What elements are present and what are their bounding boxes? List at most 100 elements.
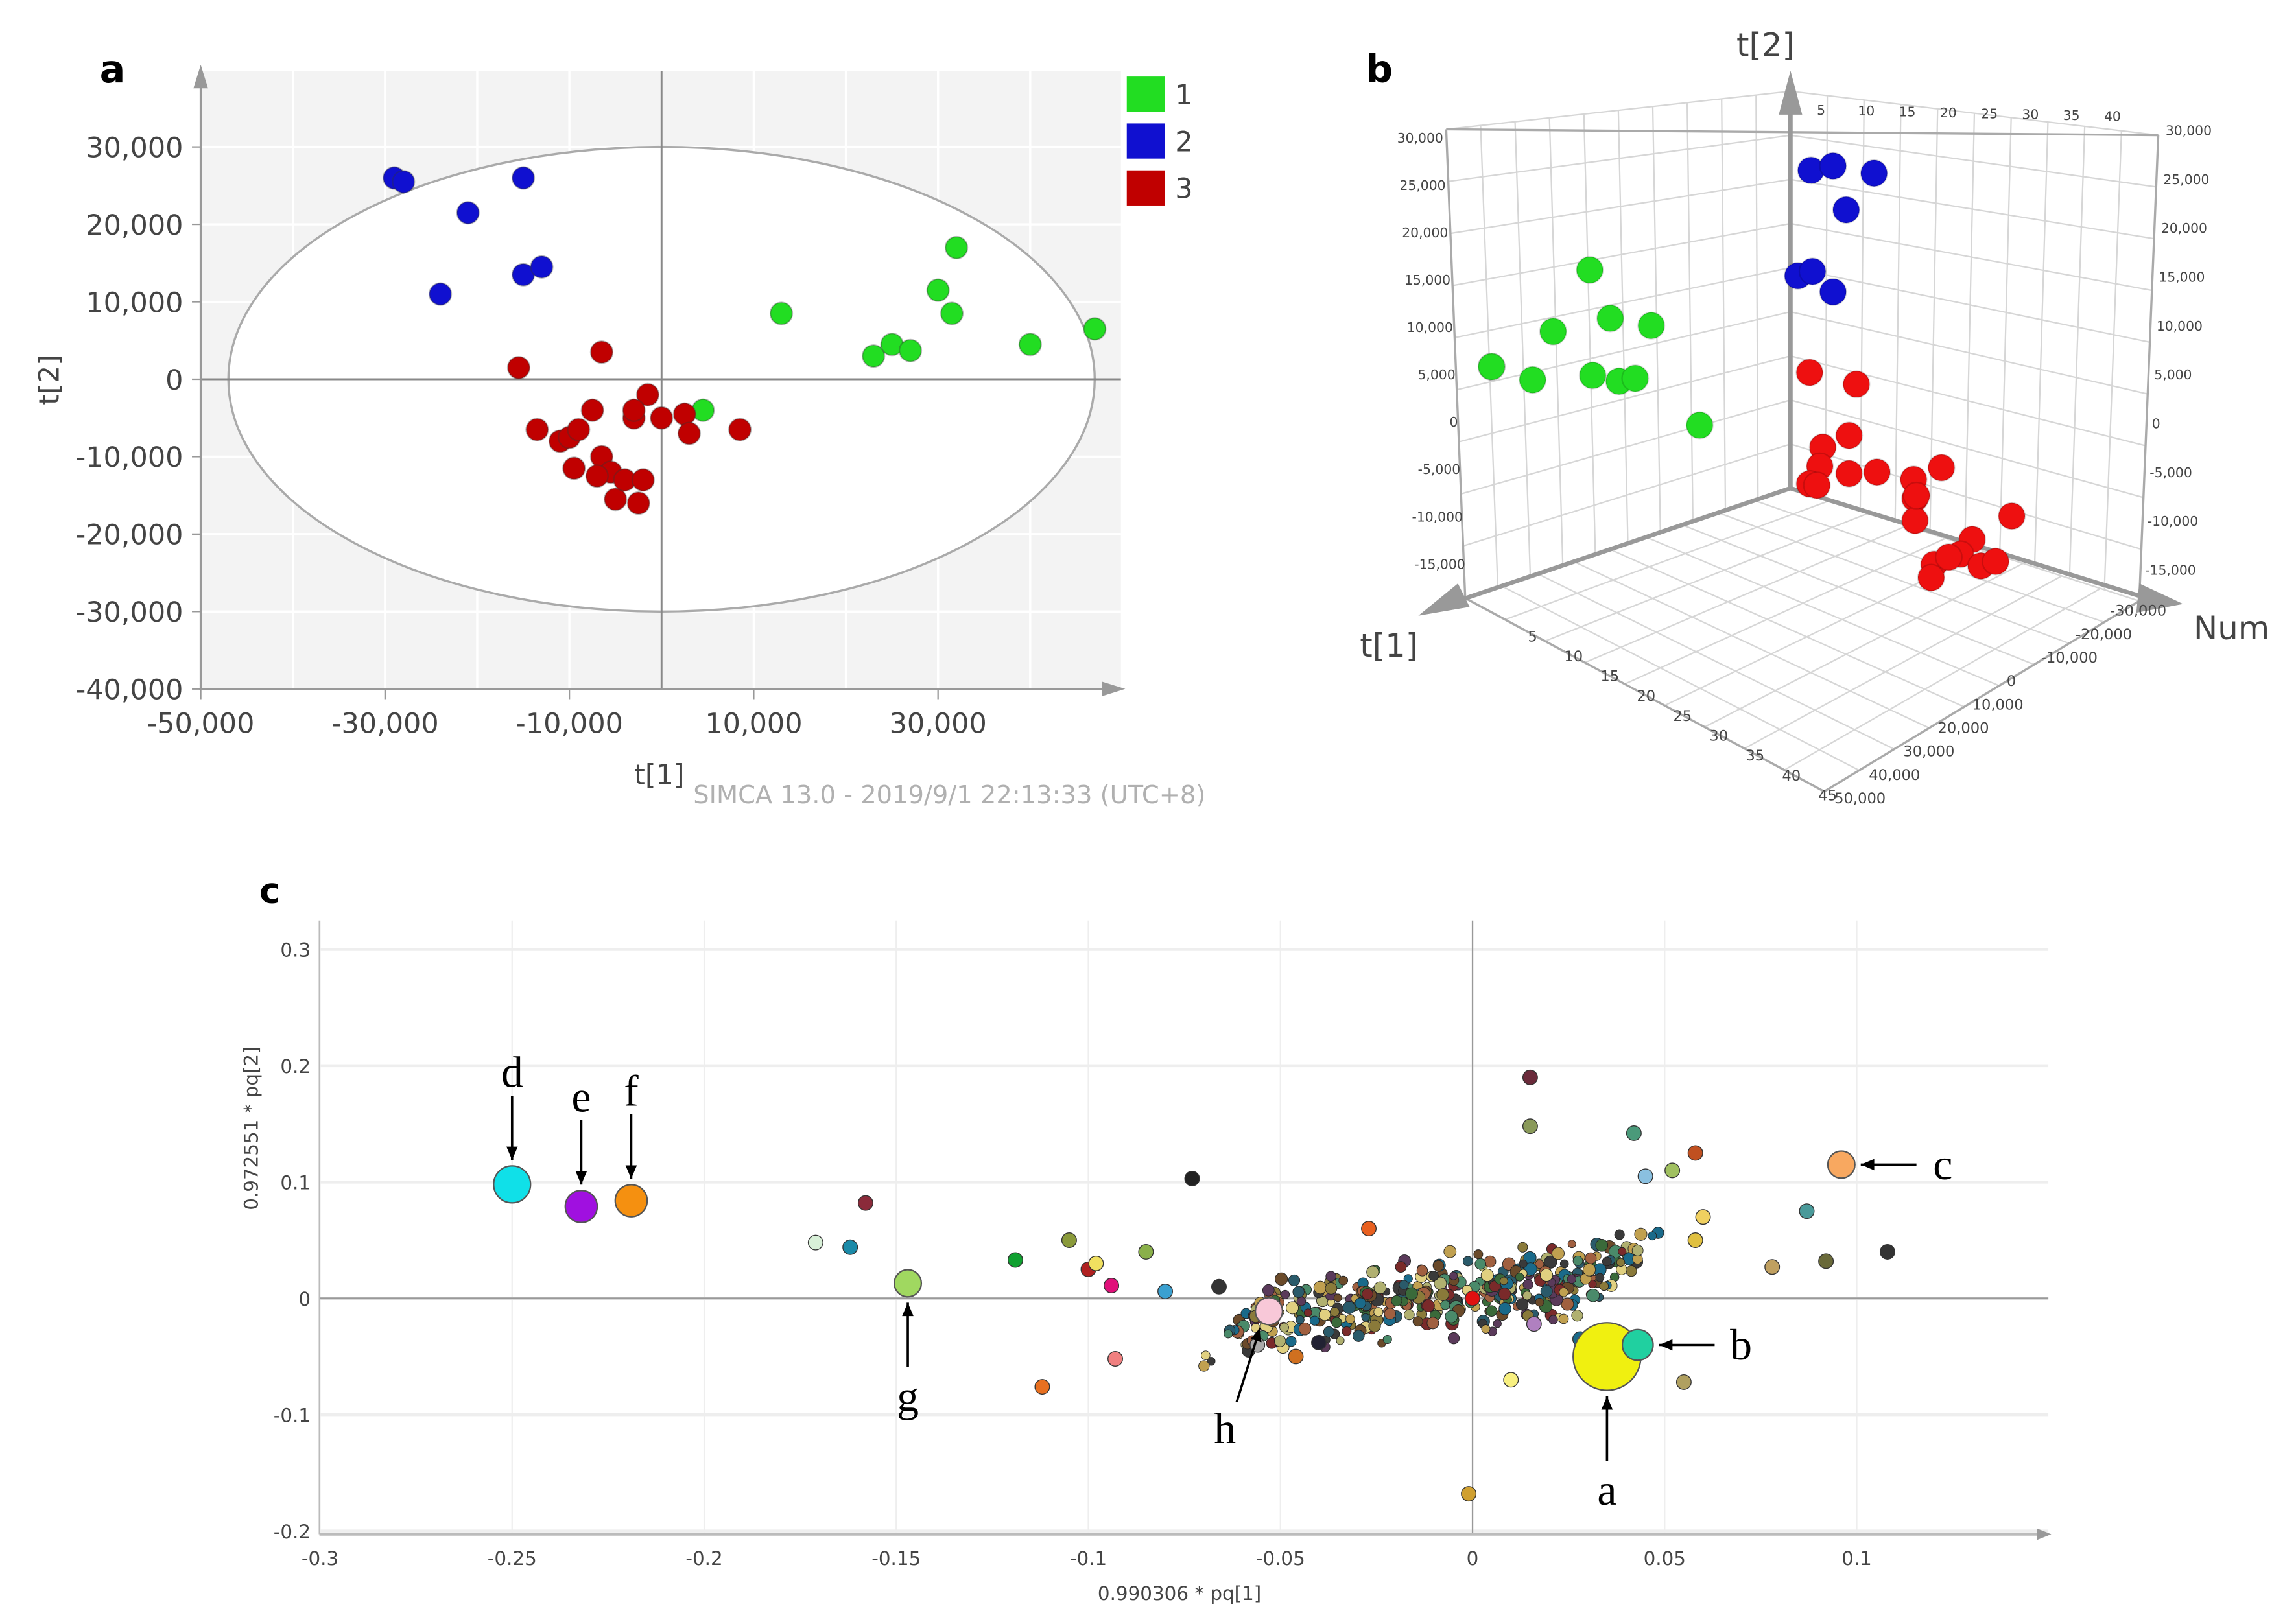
loading-point-small (1548, 1315, 1558, 1324)
box-outline (1445, 129, 2160, 793)
floor-tick-num: 25 (1673, 708, 1692, 725)
annotation-label-d: d (501, 1048, 523, 1096)
loading-point-small (1535, 1297, 1544, 1307)
loading-point-small (1330, 1307, 1340, 1317)
loading-point-small (1362, 1288, 1373, 1300)
data-point-3d-group-3 (1863, 458, 1891, 486)
y-tick-label: 30,000 (86, 132, 183, 164)
loading-point (1465, 1290, 1481, 1306)
loading-point-small (1474, 1258, 1486, 1270)
loading-point-small (1480, 1269, 1494, 1282)
loading-point-small (1517, 1242, 1528, 1253)
right-wall-tick: 5,000 (2154, 367, 2192, 382)
right-wall-tick: 30,000 (2166, 123, 2212, 139)
loading-point-small (1198, 1360, 1210, 1372)
left-wall-tick: 15,000 (1404, 272, 1450, 288)
loading-point (1637, 1168, 1653, 1184)
loading-point-small (1481, 1324, 1491, 1334)
arrowhead-icon (1250, 1327, 1262, 1343)
data-point-group-1 (898, 338, 923, 362)
left-wall-tick: 30,000 (1397, 130, 1443, 146)
loading-point-small (1544, 1255, 1557, 1269)
y-tick-label: -10,000 (76, 441, 183, 474)
left-wall-gridline (1721, 99, 1727, 511)
loading-point-small (1567, 1274, 1577, 1284)
loading-point-small (1445, 1310, 1458, 1323)
loading-point-small (1288, 1274, 1301, 1286)
data-point-3d-group-1 (1578, 361, 1607, 390)
loading-point-small (1224, 1329, 1233, 1339)
floor-tick-num: 30 (1709, 728, 1728, 745)
loading-point-small (1318, 1308, 1331, 1321)
loading-point-small (1595, 1239, 1609, 1252)
data-point-group-3 (580, 398, 604, 422)
data-point-3d-group-2 (1819, 277, 1847, 306)
loading-point-small (1493, 1319, 1502, 1328)
loading-point-small (1571, 1310, 1583, 1322)
data-point-group-3 (622, 398, 646, 422)
right-wall-gridline (1790, 266, 2150, 343)
loading-point-small (1567, 1240, 1576, 1249)
x-tick-label: -50,000 (147, 707, 255, 740)
floor-tick-depth: 50,000 (1834, 790, 1886, 807)
loading-point (1687, 1232, 1703, 1248)
floor-tick-num: 20 (1637, 688, 1655, 705)
loading-point (1764, 1259, 1781, 1275)
loading-point (1687, 1145, 1703, 1161)
loading-point-small (1449, 1271, 1458, 1280)
left-wall-tick: 25,000 (1399, 178, 1445, 193)
loading-point-small (1616, 1258, 1626, 1267)
data-point-3d-group-2 (1798, 257, 1827, 286)
loading-point-small (1447, 1332, 1460, 1345)
y-tick-label: 0.2 (280, 1055, 311, 1077)
data-point-group-3 (650, 406, 674, 430)
floor-tick-depth: 40,000 (1869, 767, 1920, 784)
panel-b-3d-plot: b 5 10 15 20 25 30 35 40 45 -30,000 -20,000 -10,000… (1360, 26, 2269, 806)
loading-point (1138, 1243, 1154, 1260)
data-point-group-3 (506, 355, 531, 380)
legend-label: 1 (1175, 79, 1192, 112)
left-wall-tick: -10,000 (1412, 509, 1462, 524)
floor-tick-num: 5 (1528, 628, 1537, 645)
floor-gridline (1584, 525, 1908, 664)
axis-label-num: Num (2194, 609, 2269, 647)
data-point-group-3 (728, 418, 752, 441)
left-wall-gridline (1755, 95, 1759, 500)
loading-point (1664, 1162, 1681, 1179)
x-tick-label: -0.05 (1256, 1548, 1305, 1570)
loading-point-small (1595, 1273, 1605, 1282)
loading-point-small (1361, 1313, 1370, 1322)
floor-tick-depth: -20,000 (2076, 626, 2132, 643)
loading-point-small (1631, 1244, 1644, 1256)
loading-point-small (1352, 1330, 1365, 1342)
right-wall-tick: 15,000 (2159, 269, 2205, 285)
floor-gridline (1537, 572, 1895, 750)
floor-gridline (1784, 587, 2101, 771)
loading-point-small (1296, 1297, 1307, 1306)
loading-point-g (894, 1269, 923, 1298)
loading-point-small (1368, 1319, 1381, 1332)
right-wall-tick: 0 (2152, 416, 2160, 431)
data-point-group-2 (530, 255, 554, 279)
loading-point (1799, 1203, 1815, 1219)
data-point-group-3 (677, 421, 701, 445)
right-wall-gridline (1790, 311, 2148, 395)
loading-point-small (1443, 1245, 1457, 1258)
loading-point-small (1540, 1268, 1554, 1282)
data-point-3d-group-3 (1998, 502, 2026, 530)
data-point-group-3 (525, 418, 549, 441)
loading-point-small (1552, 1247, 1565, 1260)
legend-label: 2 (1175, 126, 1192, 158)
legend-swatch (1126, 123, 1165, 159)
data-point-3d-group-2 (1832, 196, 1860, 224)
loading-point (807, 1234, 823, 1251)
t1-axis-line (1435, 486, 1792, 611)
right-wall-gridline (2103, 130, 2122, 590)
annotation-label-h: h (1214, 1404, 1236, 1453)
arrowhead-icon (1860, 1159, 1875, 1171)
x-tick-label: -0.25 (488, 1548, 537, 1570)
left-wall-tick: 20,000 (1402, 225, 1448, 241)
right-wall-tick: 10,000 (2157, 318, 2203, 334)
loading-point-small (1395, 1261, 1407, 1273)
loading-point-small (1303, 1308, 1312, 1317)
